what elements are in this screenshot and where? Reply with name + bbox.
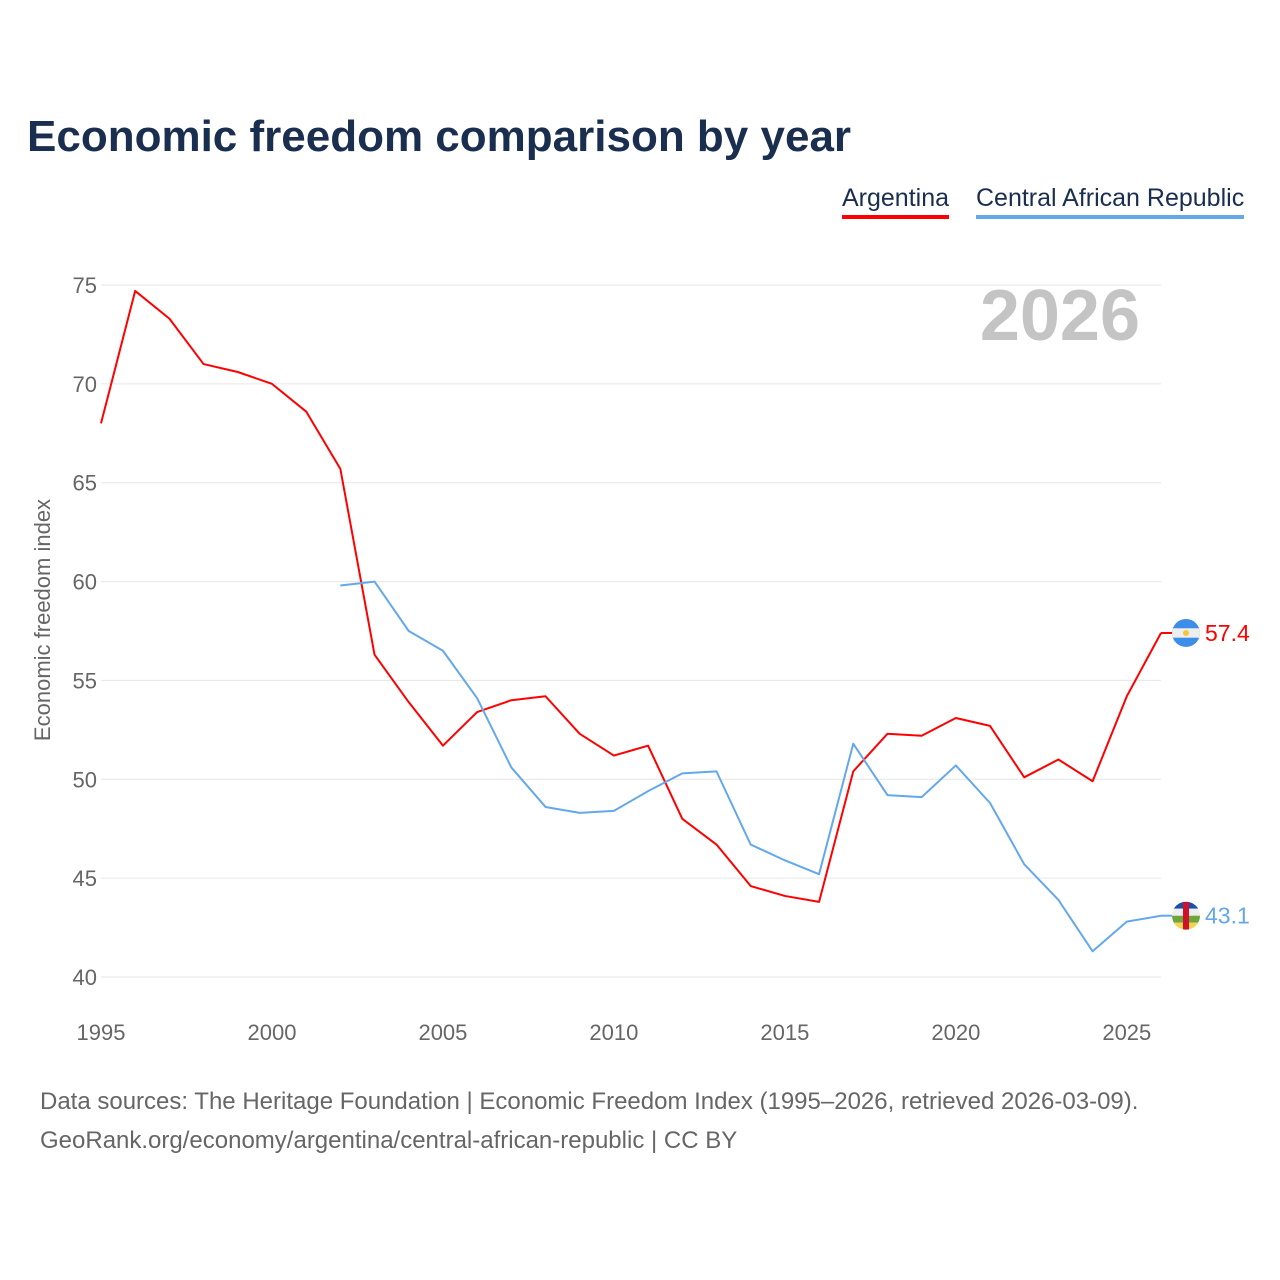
legend-central-african-republic[interactable]: Central African Republic — [976, 184, 1245, 219]
end-value-label: 43.1 — [1205, 903, 1250, 929]
y-tick-label: 70 — [73, 372, 97, 397]
line-chart: 2026 Economic freedom index 40 45 50 55 60 65… — [30, 273, 1250, 1045]
y-axis-label: Economic freedom index — [30, 499, 55, 741]
flag-body — [1172, 901, 1200, 930]
x-tick-label: 2005 — [418, 1020, 467, 1045]
x-tick-label: 2025 — [1102, 1020, 1151, 1045]
chart-title: Economic freedom comparison by year — [27, 112, 852, 161]
y-tick-label: 50 — [73, 767, 97, 792]
series-line-central-african-republic — [340, 580, 1162, 953]
flag-body — [1172, 618, 1200, 647]
y-tick-label: 45 — [73, 866, 97, 891]
x-tick-label: 1995 — [77, 1020, 126, 1045]
series-line-argentina — [100, 289, 1162, 903]
y-tick-label: 65 — [73, 471, 97, 496]
x-tick-label: 2010 — [589, 1020, 638, 1045]
argentina-flag-icon — [1172, 618, 1200, 647]
y-tick-label: 75 — [73, 273, 97, 298]
legend-argentina[interactable]: Argentina — [842, 184, 950, 219]
x-tick-label: 2020 — [931, 1020, 980, 1045]
y-tick-label: 40 — [73, 965, 97, 990]
flag-sun — [1183, 629, 1189, 636]
y-tick-label: 55 — [73, 668, 97, 693]
current-year-watermark: 2026 — [980, 276, 1140, 356]
y-tick-label: 60 — [73, 570, 97, 595]
footer-link[interactable]: GeoRank.org/economy/argentina/central-af… — [40, 1127, 738, 1154]
flag-cross — [1183, 901, 1189, 930]
central-african-republic-flag-icon — [1172, 901, 1200, 930]
x-tick-label: 2000 — [247, 1020, 296, 1045]
end-value-label: 57.4 — [1205, 620, 1250, 646]
footer-sources: Data sources: The Heritage Foundation | … — [40, 1088, 1139, 1115]
x-tick-label: 2015 — [760, 1020, 809, 1045]
